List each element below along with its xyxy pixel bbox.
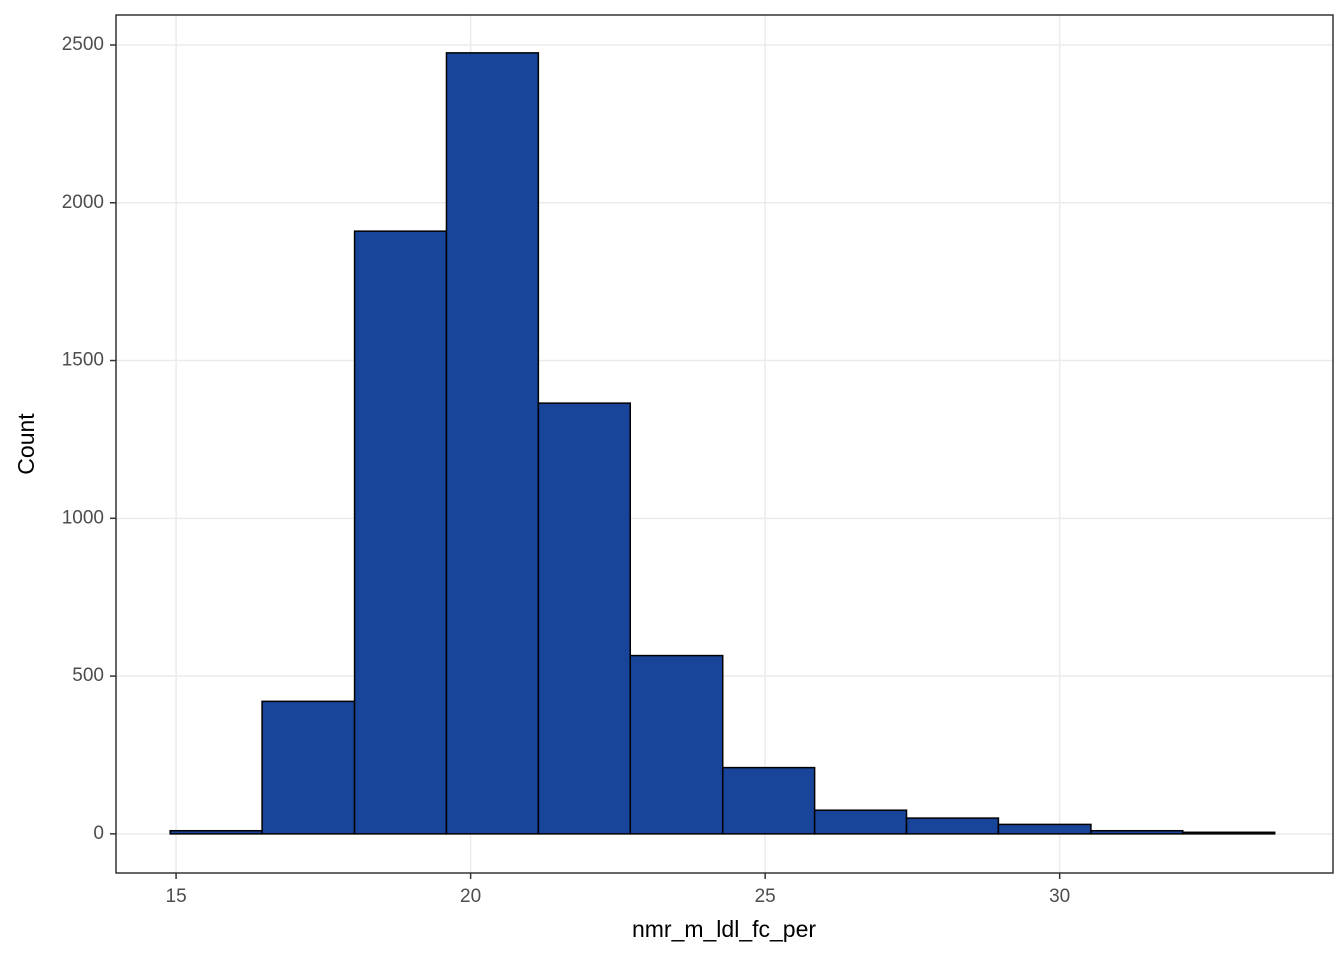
x-axis-title: nmr_m_ldl_fc_per: [632, 916, 816, 942]
bar: [261, 700, 356, 835]
bar: [1182, 831, 1276, 835]
y-tick-label: 500: [72, 665, 104, 686]
bar: [537, 402, 632, 835]
bar: [905, 817, 1000, 835]
y-tick-label: 1500: [62, 350, 104, 371]
x-tick-label: 15: [166, 886, 187, 907]
bar: [629, 654, 724, 835]
bar: [997, 823, 1092, 835]
y-tick-label: 2000: [62, 192, 104, 213]
bar: [1090, 829, 1184, 835]
bar: [169, 829, 263, 835]
x-tick-label: 30: [1049, 886, 1070, 907]
y-axis-title: Count: [13, 413, 39, 475]
y-tick-label: 2500: [62, 34, 104, 55]
x-tick-label: 25: [755, 886, 776, 907]
y-tick-label: 0: [93, 823, 104, 844]
y-tick-label: 1000: [62, 507, 104, 528]
bar: [813, 809, 908, 835]
bar: [445, 52, 540, 835]
panel-border: [115, 14, 1334, 874]
bar: [721, 766, 816, 835]
bar: [353, 230, 448, 835]
x-tick-label: 20: [460, 886, 481, 907]
